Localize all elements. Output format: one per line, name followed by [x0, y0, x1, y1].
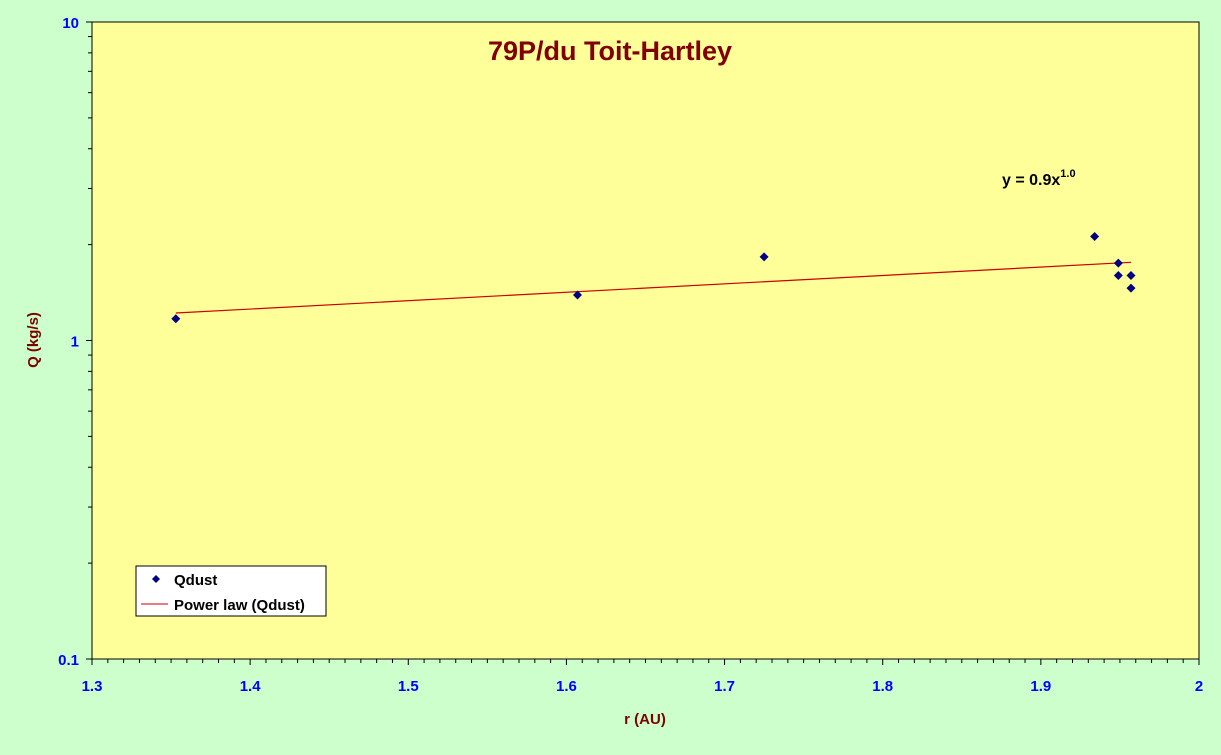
y-tick-label: 0.1: [58, 652, 79, 669]
equation-exponent: 1.0: [1060, 168, 1075, 180]
data-point: [1126, 270, 1136, 280]
data-point: [1126, 283, 1136, 293]
trendline-equation: y = 0.9x1.0: [1002, 168, 1076, 189]
legend-box: [135, 565, 327, 617]
legend-diamond-marker: [152, 575, 160, 583]
legend-label-power-law: Power law (Qdust): [174, 597, 305, 614]
plot-area: [91, 21, 1200, 660]
data-point: [1113, 270, 1123, 280]
x-tick-label: 1.3: [82, 678, 103, 695]
x-tick-label: 1.8: [872, 678, 893, 695]
x-tick-label: 1.4: [240, 678, 262, 695]
axes: 1.3 1.4 1.5 1.6 1.7 1.8 1.9 2 0.1 1 10: [58, 15, 1203, 695]
data-point: [1113, 258, 1123, 268]
data-point: [1090, 232, 1100, 242]
x-tick-label: 1.9: [1030, 678, 1051, 695]
equation-base: y = 0.9x: [1002, 172, 1060, 189]
trendline: [175, 261, 1132, 314]
data-points: [171, 232, 1136, 324]
trendline-group: [175, 261, 1132, 314]
y-axis-title: Q (kg/s): [25, 312, 42, 368]
x-axis-title: r (AU): [624, 711, 666, 728]
legend-label-qdust: Qdust: [174, 572, 217, 589]
chart-title: 79P/du Toit-Hartley: [488, 36, 732, 66]
x-tick-label: 1.6: [556, 678, 577, 695]
data-point: [171, 314, 181, 324]
x-tick-label: 2: [1195, 678, 1203, 695]
data-point: [759, 252, 769, 262]
x-tick-label: 1.7: [714, 678, 735, 695]
legend: Qdust Power law (Qdust): [135, 565, 327, 617]
y-tick-label: 10: [62, 15, 79, 32]
data-point: [572, 290, 582, 300]
x-tick-label: 1.5: [398, 678, 419, 695]
y-tick-label: 1: [71, 334, 79, 351]
